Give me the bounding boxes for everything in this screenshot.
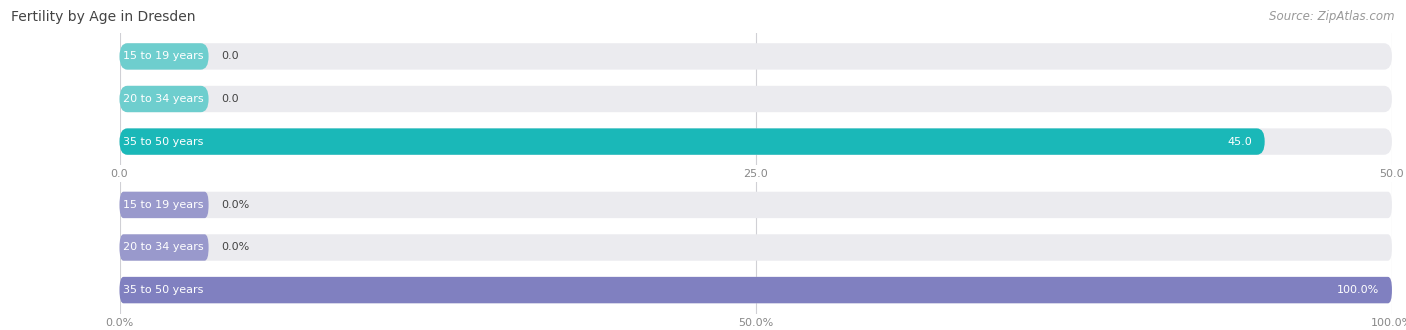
Text: 15 to 19 years: 15 to 19 years: [124, 51, 204, 61]
Text: Fertility by Age in Dresden: Fertility by Age in Dresden: [11, 10, 195, 24]
FancyBboxPatch shape: [120, 128, 1265, 155]
FancyBboxPatch shape: [120, 86, 208, 112]
Text: 35 to 50 years: 35 to 50 years: [124, 285, 204, 295]
FancyBboxPatch shape: [120, 192, 208, 218]
Text: 0.0: 0.0: [221, 51, 239, 61]
FancyBboxPatch shape: [120, 86, 1392, 112]
FancyBboxPatch shape: [120, 277, 1392, 303]
Text: 20 to 34 years: 20 to 34 years: [124, 94, 204, 104]
Text: 35 to 50 years: 35 to 50 years: [124, 137, 204, 147]
Text: 45.0: 45.0: [1227, 137, 1251, 147]
FancyBboxPatch shape: [120, 128, 1392, 155]
Text: 20 to 34 years: 20 to 34 years: [124, 243, 204, 252]
Text: 0.0%: 0.0%: [221, 243, 249, 252]
FancyBboxPatch shape: [120, 234, 1392, 261]
Text: 15 to 19 years: 15 to 19 years: [124, 200, 204, 210]
FancyBboxPatch shape: [120, 43, 208, 70]
Text: 0.0: 0.0: [221, 94, 239, 104]
Text: 0.0%: 0.0%: [221, 200, 249, 210]
FancyBboxPatch shape: [120, 43, 1392, 70]
FancyBboxPatch shape: [120, 234, 208, 261]
Text: 100.0%: 100.0%: [1337, 285, 1379, 295]
FancyBboxPatch shape: [120, 277, 1392, 303]
FancyBboxPatch shape: [120, 192, 1392, 218]
Text: Source: ZipAtlas.com: Source: ZipAtlas.com: [1270, 10, 1395, 23]
